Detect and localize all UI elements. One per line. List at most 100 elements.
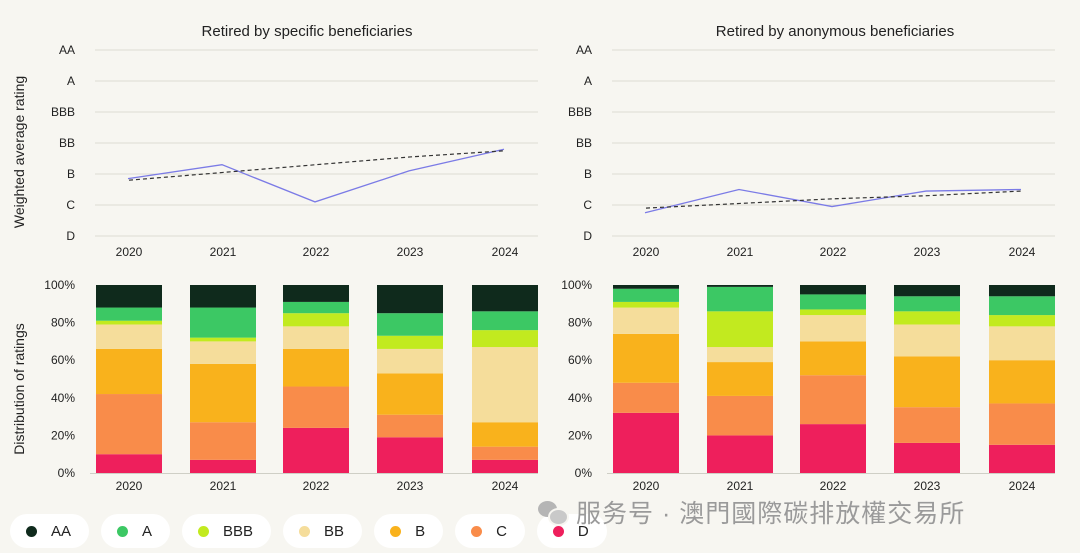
y-tick-label: D (583, 229, 592, 243)
x-tick-label: 2022 (820, 479, 847, 493)
legend-item-a: A (101, 514, 171, 548)
bar-segment-c (707, 395, 773, 436)
x-tick-label: 2020 (116, 479, 143, 493)
bar-segment-a (96, 307, 162, 321)
legend-label-d: D (577, 522, 589, 540)
bar-segment-b (800, 341, 866, 376)
bar-segment-a (283, 301, 349, 314)
bar-segment-aa (707, 285, 773, 287)
bar-segment-bb (283, 326, 349, 349)
bar-segment-a (472, 311, 538, 331)
bar-segment-bbb (283, 313, 349, 327)
y-tick-label: 80% (568, 316, 592, 330)
bar-segment-c (377, 414, 443, 438)
trend-line (645, 190, 1023, 209)
watermark: 服务号 · 澳門國際碳排放權交易所 (538, 494, 965, 530)
legend-item-aa: AA (10, 514, 90, 548)
bar-segment-b (613, 333, 679, 383)
bar-segment-b (283, 348, 349, 387)
bar-segment-c (989, 403, 1055, 445)
x-tick-label: 2024 (492, 479, 519, 493)
x-tick-label: 2024 (492, 245, 519, 259)
legend-item-bb: BB (283, 514, 363, 548)
legend-label-aa: AA (51, 522, 72, 540)
legend: AA A BBB BB B C D (10, 514, 607, 548)
bar-segment-d (190, 459, 256, 473)
bar-segment-bbb (613, 301, 679, 308)
y-tick-label: 100% (44, 278, 75, 292)
watermark-text: 服务号 · 澳門國際碳排放權交易所 (576, 500, 966, 528)
y-tick-label: 0% (575, 466, 593, 480)
x-tick-label: 2024 (1009, 245, 1036, 259)
bar-segment-c (894, 407, 960, 443)
bar-segment-b (472, 422, 538, 447)
legend-label-c: C (496, 522, 507, 540)
y-tick-label: BBB (51, 105, 75, 119)
bar-segment-a (989, 296, 1055, 316)
y-tick-label: 100% (561, 278, 592, 292)
x-tick-label: 2020 (116, 245, 143, 259)
bar-segment-bb (989, 326, 1055, 361)
bar-segment-bb (800, 315, 866, 342)
y-tick-label: 40% (51, 391, 75, 405)
x-tick-label: 2021 (727, 245, 754, 259)
legend-swatch-a (117, 525, 129, 537)
bar-segment-b (96, 348, 162, 395)
bar-segment-b (894, 356, 960, 408)
x-tick-label: 2021 (210, 245, 237, 259)
bar-segment-bb (472, 347, 538, 423)
y-tick-label: B (67, 167, 75, 181)
bar-segment-a (800, 294, 866, 310)
x-tick-label: 2020 (633, 245, 660, 259)
bar-segment-c (283, 386, 349, 428)
y-tick-label: A (67, 74, 75, 88)
legend-swatch-bbb (198, 525, 210, 537)
legend-label-a: A (142, 522, 153, 540)
rating-line (644, 188, 1022, 214)
bar-segment-bb (190, 341, 256, 364)
x-tick-label: 2021 (727, 479, 754, 493)
y-tick-label: 20% (568, 428, 592, 442)
bar-segment-aa (800, 285, 866, 295)
bar-segment-a (190, 307, 256, 338)
bar-segment-d (989, 444, 1055, 473)
wechat-icon (538, 499, 569, 526)
rating-line (127, 148, 505, 203)
x-tick-label: 2020 (633, 479, 660, 493)
bar-segment-a (377, 313, 443, 336)
bar-segment-c (96, 394, 162, 455)
y-tick-label: 0% (58, 466, 76, 480)
bar-segment-aa (613, 285, 679, 289)
bar-segment-c (800, 375, 866, 425)
bar-segment-a (894, 296, 960, 312)
bar-segment-b (190, 363, 256, 423)
legend-swatch-aa (26, 525, 37, 537)
legend-item-c: C (455, 514, 525, 548)
bar-segment-bb (613, 307, 679, 334)
x-tick-label: 2022 (303, 479, 330, 493)
bar-segment-c (613, 382, 679, 413)
line-chart-title-1: Retired by specific beneficiaries (202, 23, 413, 40)
legend-label-bbb: BBB (223, 522, 254, 540)
y-tick-label: C (583, 198, 592, 212)
line-chart-title-2: Retired by anonymous beneficiaries (716, 23, 954, 40)
x-tick-label: 2024 (1009, 479, 1036, 493)
y-tick-label: A (584, 74, 592, 88)
bar-segment-b (989, 360, 1055, 404)
bar-segment-d (707, 435, 773, 473)
bar-segment-bb (96, 324, 162, 349)
bar-segment-d (894, 442, 960, 473)
legend-swatch-c (471, 525, 483, 537)
bar-segment-aa (96, 285, 162, 308)
y-tick-label: D (66, 229, 75, 243)
bar-segment-bb (377, 348, 443, 374)
bar-segment-d (472, 459, 538, 473)
bar-segment-aa (190, 285, 256, 308)
x-tick-label: 2023 (397, 479, 424, 493)
bar-segment-aa (283, 285, 349, 302)
line-chart-ylabel-1: Weighted average rating (11, 76, 27, 228)
bar-segment-bbb (894, 311, 960, 325)
y-tick-label: AA (59, 43, 75, 57)
bar-segment-d (800, 424, 866, 473)
